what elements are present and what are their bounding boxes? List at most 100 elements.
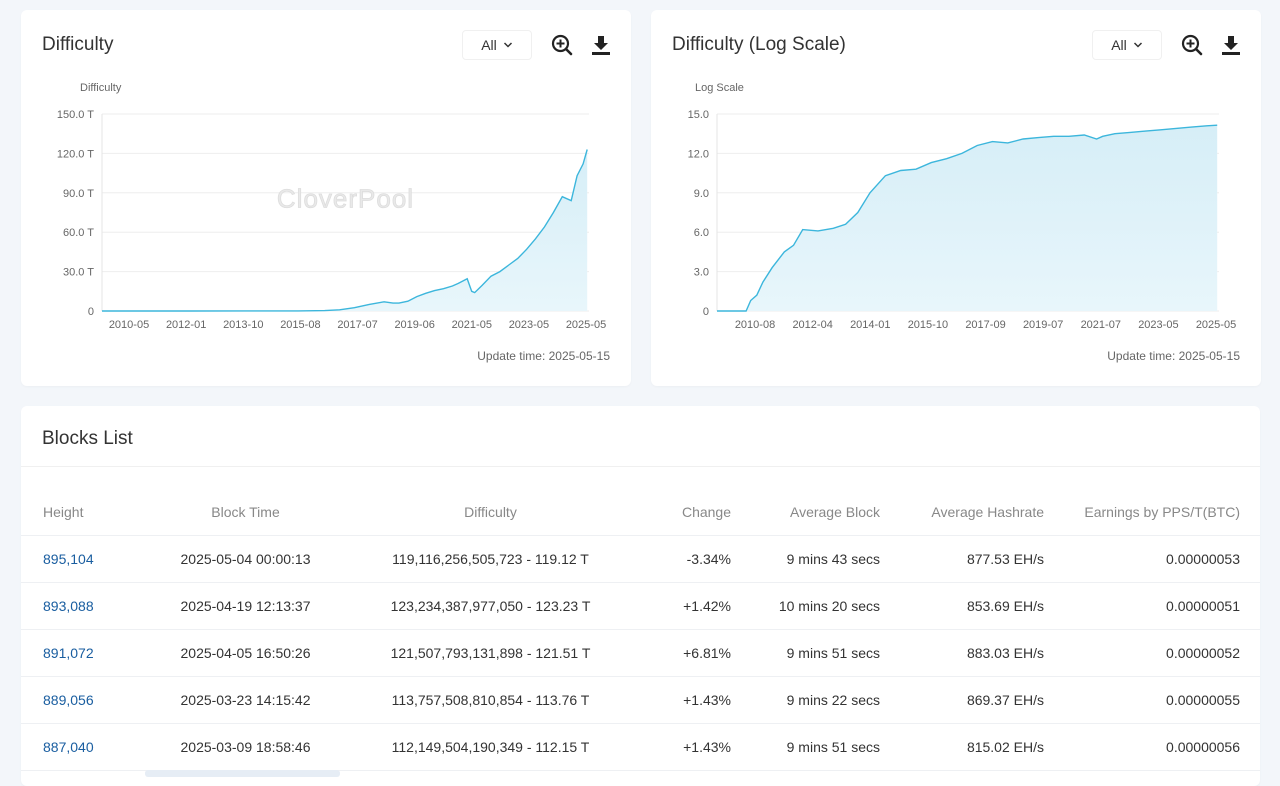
average-block-time: 9 mins 51 secs <box>731 723 880 771</box>
earnings-pps: 0.00000051 <box>1044 582 1260 630</box>
earnings-pps: 0.00000053 <box>1044 535 1260 583</box>
average-block-time: 9 mins 43 secs <box>731 535 880 583</box>
table-header-row: Height Block Time Difficulty Change Aver… <box>21 488 1260 536</box>
block-difficulty: 119,116,256,505,723 - 119.12 T <box>338 535 643 583</box>
block-height-link[interactable]: 887,040 <box>43 739 94 755</box>
y-axis-label: Difficulty <box>80 82 122 94</box>
average-block-time: 9 mins 22 secs <box>731 676 880 724</box>
x-tick-label: 2021-05 <box>452 319 492 331</box>
average-hashrate: 853.69 EH/s <box>880 582 1044 630</box>
difficulty-range-select[interactable]: All <box>462 30 532 60</box>
x-tick-label: 2019-06 <box>394 319 434 331</box>
table-row: 895,104 2025-05-04 00:00:13 119,116,256,… <box>21 535 1260 583</box>
difficulty-change: +1.42% <box>643 582 731 630</box>
difficulty-card-title: Difficulty <box>42 34 114 55</box>
average-hashrate: 869.37 EH/s <box>880 676 1044 724</box>
x-tick-label: 2012-01 <box>166 319 206 331</box>
difficulty-change: +1.43% <box>643 723 731 771</box>
header-change: Change <box>643 488 731 536</box>
header-height: Height <box>21 488 153 536</box>
table-row: 889,056 2025-03-23 14:15:42 113,757,508,… <box>21 676 1260 724</box>
download-icon[interactable] <box>1220 34 1242 56</box>
y-tick-label: 9.0 <box>694 188 709 200</box>
x-tick-label: 2017-07 <box>337 319 377 331</box>
difficulty-range-value: All <box>481 37 497 53</box>
difficulty-line <box>717 124 1218 312</box>
y-tick-label: 90.0 T <box>63 188 94 200</box>
block-difficulty: 113,757,508,810,854 - 113.76 T <box>338 676 643 724</box>
blocks-list-title: Blocks List <box>42 428 133 449</box>
block-height-link[interactable]: 895,104 <box>43 551 94 567</box>
blocks-list-card: Blocks List Height Block Time Difficulty… <box>21 406 1260 786</box>
x-tick-label: 2021-07 <box>1081 319 1121 331</box>
download-icon[interactable] <box>590 34 612 56</box>
y-tick-label: 0 <box>703 306 709 318</box>
difficulty-line <box>102 149 588 312</box>
block-difficulty: 123,234,387,977,050 - 123.23 T <box>338 582 643 630</box>
x-tick-label: 2025-05 <box>566 319 606 331</box>
average-hashrate: 883.03 EH/s <box>880 629 1044 677</box>
x-tick-label: 2019-07 <box>1023 319 1063 331</box>
x-tick-label: 2013-10 <box>223 319 263 331</box>
block-time: 2025-05-04 00:00:13 <box>153 535 338 583</box>
x-tick-label: 2014-01 <box>850 319 890 331</box>
x-tick-label: 2010-08 <box>735 319 775 331</box>
blocks-table: Height Block Time Difficulty Change Aver… <box>21 488 1260 771</box>
log-scale-chart: Log Scale03.06.09.012.015.0CloverPool201… <box>688 82 1237 331</box>
block-time: 2025-03-23 14:15:42 <box>153 676 338 724</box>
block-height-link[interactable]: 891,072 <box>43 645 94 661</box>
average-hashrate: 815.02 EH/s <box>880 723 1044 771</box>
log-scale-range-value: All <box>1111 37 1127 53</box>
difficulty-change: +1.43% <box>643 676 731 724</box>
log-scale-range-select[interactable]: All <box>1092 30 1162 60</box>
table-row: 893,088 2025-04-19 12:13:37 123,234,387,… <box>21 582 1260 630</box>
header-earnings: Earnings by PPS/T(BTC) <box>1044 488 1260 536</box>
block-time: 2025-03-09 18:58:46 <box>153 723 338 771</box>
header-block-time: Block Time <box>153 488 338 536</box>
y-tick-label: 6.0 <box>694 227 709 239</box>
difficulty-card: Difficulty All Difficulty 0 30.0 T 60.0 T 90… <box>21 10 631 386</box>
x-tick-label: 2012-04 <box>792 319 832 331</box>
x-tick-label: 2015-10 <box>908 319 948 331</box>
log-scale-card: Difficulty (Log Scale) All Log Scale 0 3.0… <box>651 10 1261 386</box>
y-tick-label: 120.0 T <box>57 148 94 160</box>
y-axis-label: Log Scale <box>695 82 744 94</box>
average-block-time: 10 mins 20 secs <box>731 582 880 630</box>
table-row: 891,072 2025-04-05 16:50:26 121,507,793,… <box>21 629 1260 677</box>
difficulty-area <box>717 125 1218 311</box>
header-average-block: Average Block <box>731 488 880 536</box>
block-time: 2025-04-05 16:50:26 <box>153 629 338 677</box>
y-tick-label: 30.0 T <box>63 267 94 279</box>
y-tick-label: 60.0 T <box>63 227 94 239</box>
difficulty-update-time: Update time: 2025-05-15 <box>477 349 610 363</box>
header-difficulty: Difficulty <box>338 488 643 536</box>
block-difficulty: 121,507,793,131,898 - 121.51 T <box>338 629 643 677</box>
difficulty-chart: Difficulty 0 30.0 T 60.0 T 90.0 T 120.0 T 150.… <box>57 82 606 331</box>
chevron-down-icon <box>1133 42 1142 48</box>
x-tick-label: 2010-05 <box>109 319 149 331</box>
x-tick-label: 2025-05 <box>1196 319 1236 331</box>
block-height-link[interactable]: 893,088 <box>43 598 94 614</box>
y-tick-label: 0 <box>88 306 94 318</box>
earnings-pps: 0.00000055 <box>1044 676 1260 724</box>
horizontal-scrollbar[interactable] <box>145 770 340 777</box>
difficulty-area <box>102 149 588 311</box>
log-scale-card-title: Difficulty (Log Scale) <box>672 34 846 55</box>
zoom-in-icon[interactable] <box>1181 34 1203 56</box>
earnings-pps: 0.00000056 <box>1044 723 1260 771</box>
y-tick-label: 12.0 <box>688 148 709 160</box>
y-tick-label: 150.0 T <box>57 109 94 121</box>
block-time: 2025-04-19 12:13:37 <box>153 582 338 630</box>
block-height-link[interactable]: 889,056 <box>43 692 94 708</box>
y-tick-label: 3.0 <box>694 267 709 279</box>
zoom-in-icon[interactable] <box>551 34 573 56</box>
watermark-logo: CloverPool <box>277 184 414 214</box>
header-average-hashrate: Average Hashrate <box>880 488 1044 536</box>
divider <box>21 466 1260 467</box>
average-hashrate: 877.53 EH/s <box>880 535 1044 583</box>
difficulty-change: -3.34% <box>643 535 731 583</box>
earnings-pps: 0.00000052 <box>1044 629 1260 677</box>
chevron-down-icon <box>503 42 512 48</box>
table-row: 887,040 2025-03-09 18:58:46 112,149,504,… <box>21 723 1260 771</box>
x-tick-label: 2023-05 <box>1138 319 1178 331</box>
